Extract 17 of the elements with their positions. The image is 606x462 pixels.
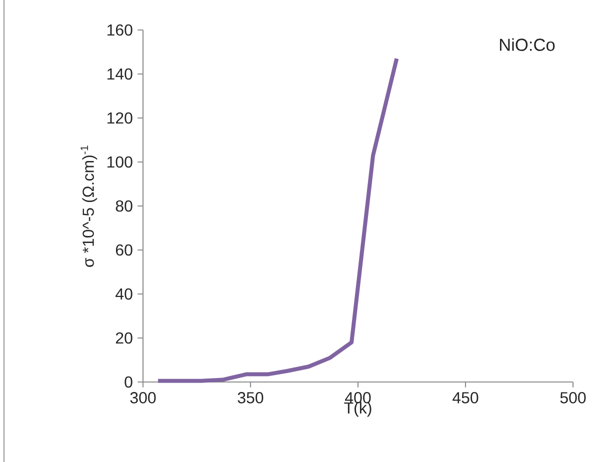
y-tick-label: 140 xyxy=(107,68,132,80)
annotation: NiO:Co xyxy=(500,38,555,51)
y-tick-label: 0 xyxy=(124,376,132,388)
x-tick-label: 450 xyxy=(452,392,478,404)
y-tick-label: 160 xyxy=(107,24,132,36)
x-tick-label: 300 xyxy=(130,392,156,404)
x-tick-label: 500 xyxy=(560,392,586,404)
y-tick-label: 40 xyxy=(116,288,132,300)
y-tick-label: 60 xyxy=(116,244,132,256)
y-tick-label: 100 xyxy=(107,156,132,168)
y-axis-title: σ *10^-5 (Ω.cm)$^{-1}$ xyxy=(80,146,98,267)
y-tick-label: 80 xyxy=(116,200,132,212)
y-tick-label: 120 xyxy=(107,112,132,124)
x-tick-label: 350 xyxy=(238,392,264,404)
y-tick-label: 20 xyxy=(116,332,132,344)
x-tick-label: 400 xyxy=(345,392,371,404)
x-axis-title: T(k) xyxy=(344,402,372,417)
